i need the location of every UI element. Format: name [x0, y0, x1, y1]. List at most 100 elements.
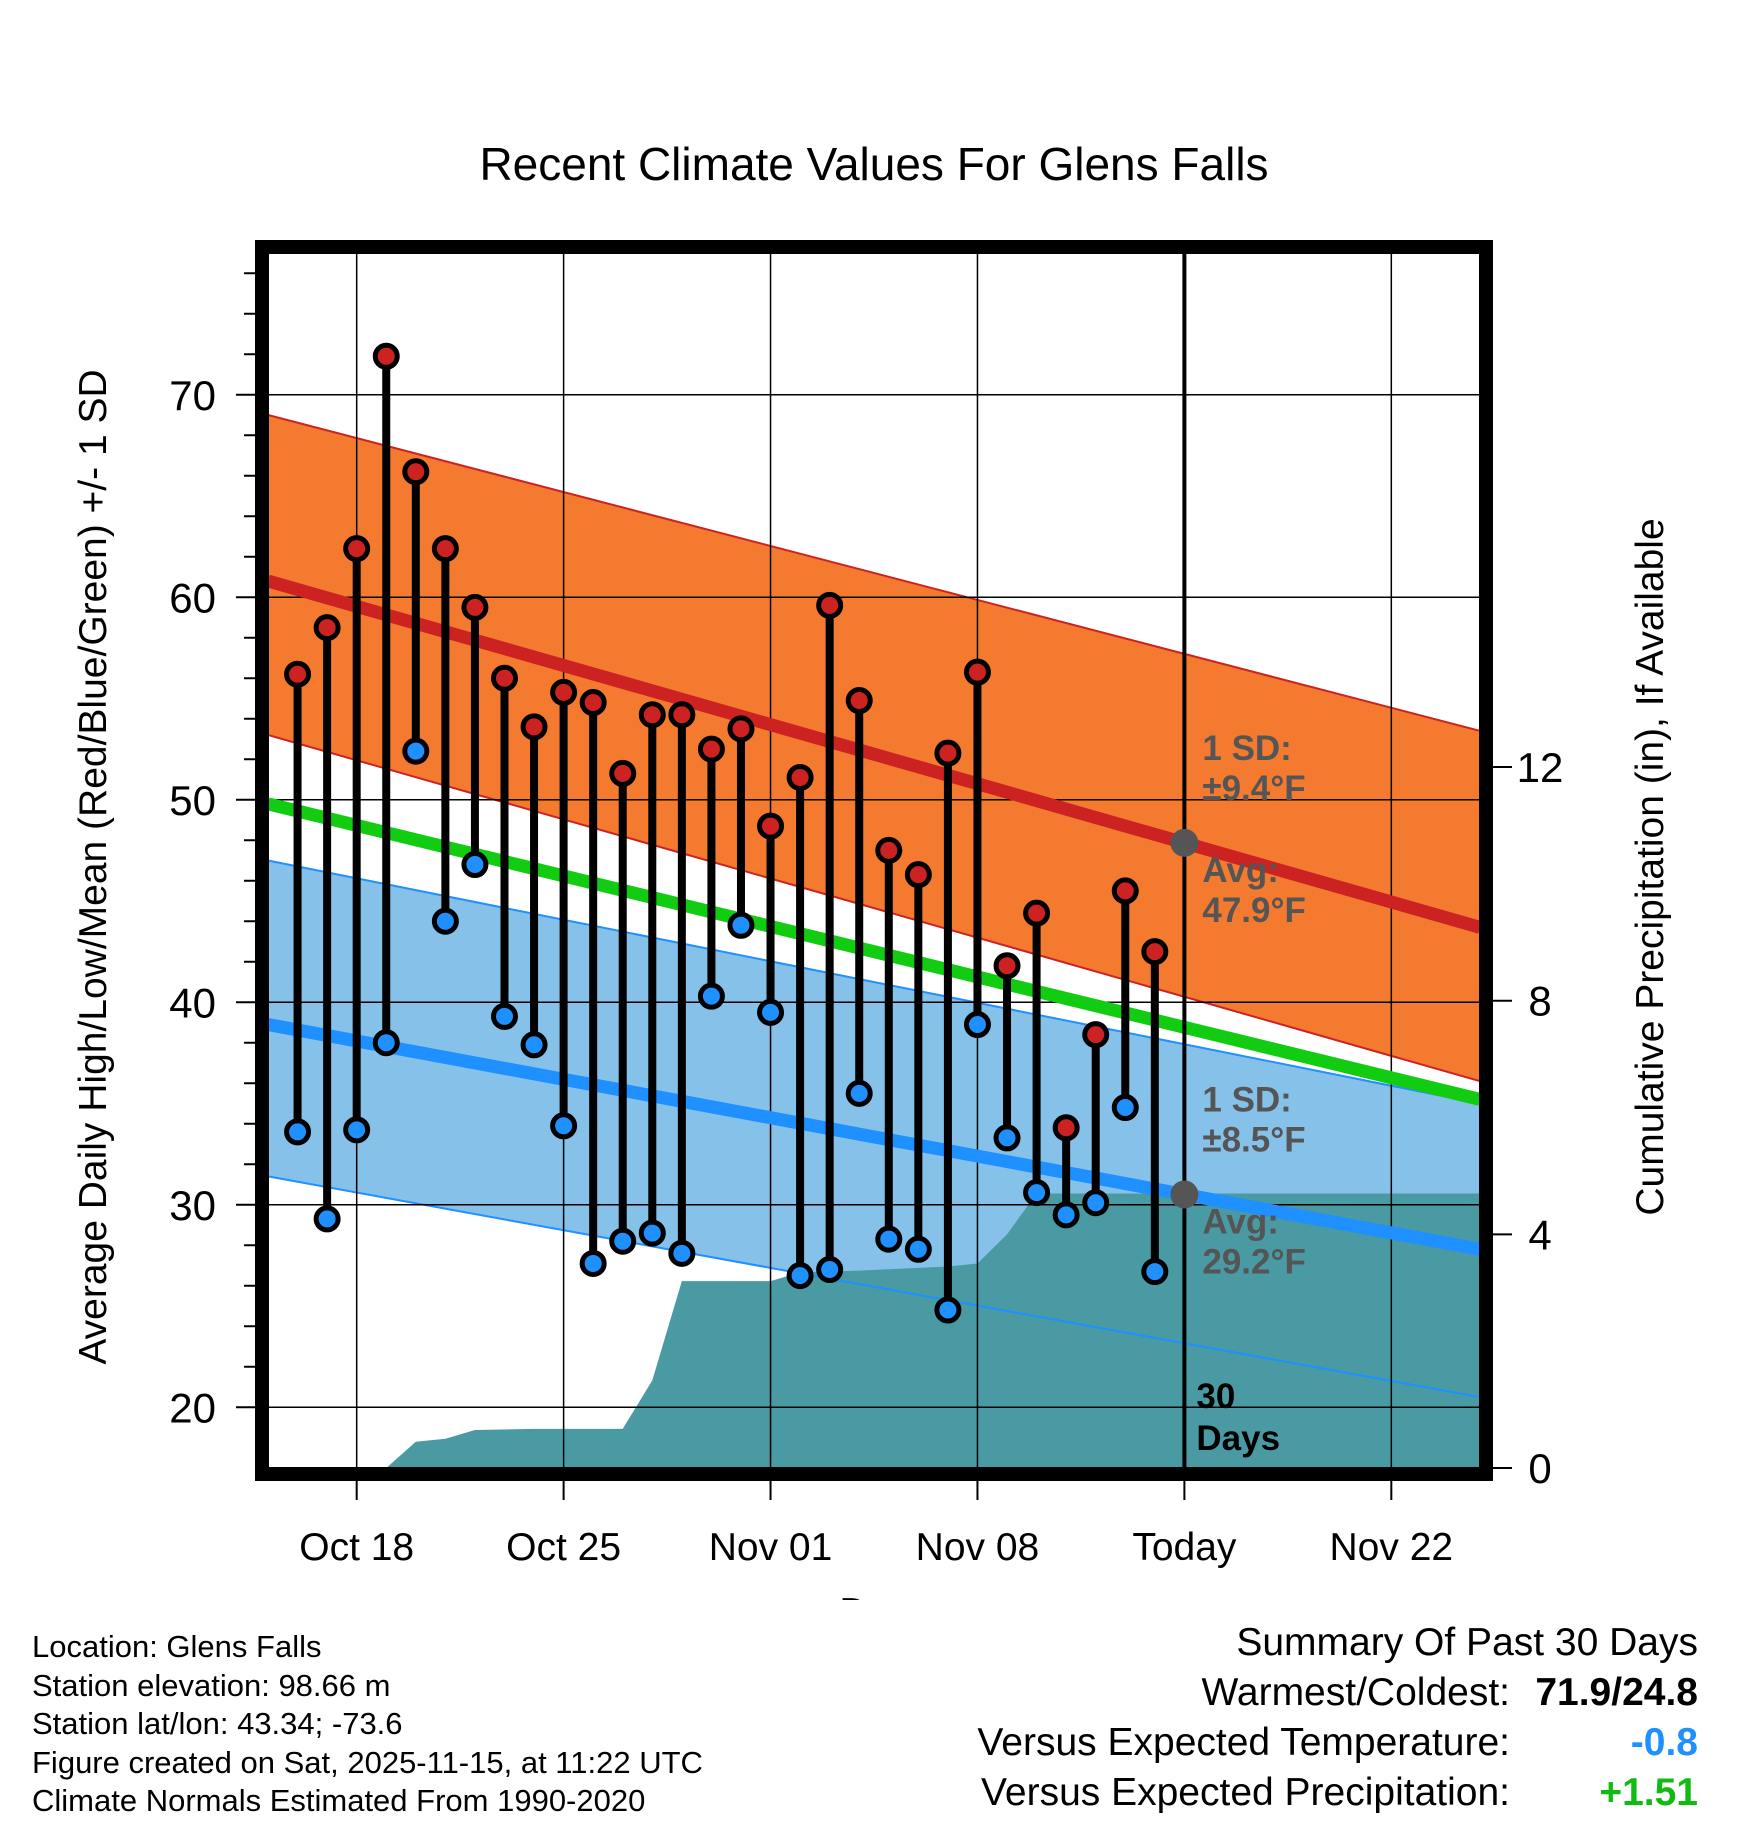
daily-low-point — [1141, 1258, 1169, 1286]
x-tick-label-5: Nov 22 — [1330, 1526, 1454, 1569]
daily-high-point — [786, 763, 814, 791]
x-tick-label-2: Nov 01 — [709, 1526, 833, 1569]
avg-high-marker — [1170, 828, 1199, 857]
x-axis-label: Day — [839, 1591, 909, 1600]
summary-warm-cold-row: Warmest/Coldest: 71.9/24.8 — [977, 1668, 1698, 1718]
info-created: Figure created on Sat, 2025-11-15, at 11… — [32, 1744, 703, 1780]
daily-high-point — [431, 535, 459, 563]
summary-precip-label: Versus Expected Precipitation: — [981, 1771, 1510, 1814]
daily-high-point — [1111, 877, 1139, 905]
y-tick-label-5: 70 — [169, 372, 216, 419]
annotation-low-1: ±8.5°F — [1202, 1120, 1305, 1159]
daily-low-point — [904, 1235, 932, 1263]
daily-high-point — [461, 593, 489, 621]
summary-temp-label: Versus Expected Temperature: — [977, 1721, 1510, 1764]
x-tick-label-4: Today — [1132, 1526, 1237, 1569]
daily-low-point — [1082, 1189, 1110, 1217]
daily-high-point — [845, 687, 873, 715]
daily-low-point — [431, 907, 459, 935]
precip-area — [268, 1193, 1480, 1468]
y-axis-label: Average Daily High/Low/Mean (Red/Blue/Gr… — [72, 369, 115, 1364]
daily-high-point — [402, 458, 430, 486]
daily-low-point — [313, 1205, 341, 1233]
low-plus-sd-line — [268, 859, 1480, 1105]
daily-high-point — [934, 739, 962, 767]
summary-temp-row: Versus Expected Temperature: -0.8 — [977, 1718, 1698, 1768]
summary-title: Summary Of Past 30 Days — [1236, 1621, 1698, 1664]
daily-low-point — [402, 737, 430, 765]
station-info: Location: Glens Falls Station elevation:… — [32, 1628, 703, 1821]
daily-high-point — [284, 660, 312, 688]
daily-high-point — [490, 664, 518, 692]
chart-title: Recent Climate Values For Glens Falls — [479, 138, 1268, 190]
daily-low-point — [727, 911, 755, 939]
daily-high-point — [963, 658, 991, 686]
daily-low-point — [372, 1029, 400, 1057]
annotation-high-3: 47.9°F — [1202, 891, 1306, 930]
summary-temp-value: -0.8 — [1630, 1721, 1698, 1764]
today-days-label: 30 — [1196, 1377, 1235, 1416]
annotation-high-2: Avg: — [1202, 851, 1278, 890]
daily-low-point — [638, 1219, 666, 1247]
daily-high-point — [697, 735, 725, 763]
normal-low-line — [268, 1018, 1480, 1256]
high-plus-sd-line — [268, 414, 1480, 732]
y2-tick-label-2: 8 — [1528, 978, 1551, 1025]
summary-warm-cold-label: Warmest/Coldest: — [1201, 1671, 1510, 1714]
daily-high-point — [727, 715, 755, 743]
daily-low-point — [875, 1225, 903, 1253]
daily-high-point — [816, 591, 844, 619]
daily-low-point — [963, 1011, 991, 1039]
daily-low-point — [550, 1112, 578, 1140]
daily-low-point — [757, 998, 785, 1026]
daily-high-point — [1082, 1021, 1110, 1049]
y-tick-label-4: 60 — [169, 574, 216, 621]
daily-high-point — [343, 535, 371, 563]
y-tick-label-2: 40 — [169, 979, 216, 1026]
annotation-high-0: 1 SD: — [1202, 729, 1291, 768]
daily-low-point — [993, 1124, 1021, 1152]
climate-chart: Recent Climate Values For Glens Falls Av… — [72, 138, 1672, 1600]
x-tick-label-1: Oct 25 — [506, 1526, 621, 1569]
daily-low-point — [1052, 1201, 1080, 1229]
summary-precip-value: +1.51 — [1599, 1771, 1698, 1814]
daily-high-point — [757, 812, 785, 840]
daily-high-point — [638, 701, 666, 729]
daily-low-point — [934, 1296, 962, 1324]
y-tick-label-3: 50 — [169, 777, 216, 824]
annotation-low-2: Avg: — [1202, 1202, 1278, 1241]
y2-tick-label-1: 4 — [1528, 1211, 1551, 1258]
x-tick-label-0: Oct 18 — [299, 1526, 414, 1569]
daily-low-point — [668, 1239, 696, 1267]
low-minus-sd-line — [268, 1175, 1480, 1399]
daily-low-point — [845, 1079, 873, 1107]
y-tick-label-0: 20 — [169, 1384, 216, 1431]
normal-high-line — [268, 574, 1480, 934]
info-elevation: Station elevation: 98.66 m — [32, 1667, 391, 1703]
daily-high-point — [313, 614, 341, 642]
summary-precip-row: Versus Expected Precipitation: +1.51 — [977, 1768, 1698, 1818]
daily-high-point — [520, 713, 548, 741]
daily-high-point — [1052, 1114, 1080, 1142]
annotation-high-1: ±9.4°F — [1202, 769, 1305, 808]
info-latlon: Station lat/lon: 43.34; -73.6 — [32, 1706, 403, 1741]
y2-tick-label-3: 12 — [1517, 744, 1564, 791]
daily-high-point — [372, 342, 400, 370]
daily-high-point — [668, 701, 696, 729]
daily-high-point — [904, 861, 932, 889]
daily-low-point — [1111, 1094, 1139, 1122]
avg-low-marker — [1170, 1180, 1199, 1209]
daily-low-point — [520, 1031, 548, 1059]
daily-low-point — [1023, 1179, 1051, 1207]
daily-low-point — [816, 1256, 844, 1284]
plot-frame — [255, 240, 1493, 1481]
daily-low-point — [697, 982, 725, 1010]
daily-low-point — [609, 1227, 637, 1255]
daily-low-point — [461, 851, 489, 879]
daily-low-point — [490, 1002, 518, 1030]
daily-high-point — [993, 952, 1021, 980]
annotation-low-0: 1 SD: — [1202, 1080, 1291, 1119]
summary-panel: Summary Of Past 30 Days Warmest/Coldest:… — [977, 1618, 1698, 1818]
daily-high-point — [609, 759, 637, 787]
